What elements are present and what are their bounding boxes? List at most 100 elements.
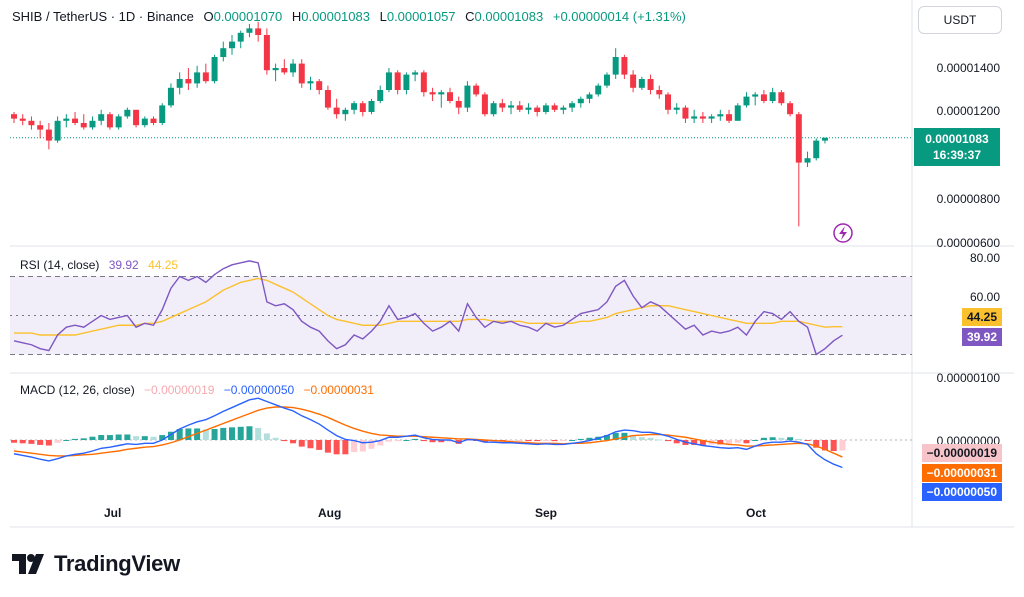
tradingview-logo-icon bbox=[12, 554, 44, 574]
candle-body bbox=[263, 35, 270, 71]
low-key: L bbox=[379, 9, 387, 24]
candle-body bbox=[499, 103, 506, 108]
candle-body bbox=[37, 125, 44, 130]
rsi-line bbox=[13, 260, 843, 356]
macd-signal-tag: −0.00000031 bbox=[921, 464, 1002, 482]
close-value: 0.00001083 bbox=[474, 9, 544, 24]
macd-histogram-bar bbox=[630, 435, 637, 440]
candle-body bbox=[124, 109, 131, 117]
candle-body bbox=[412, 72, 419, 75]
macd-histogram-bar bbox=[368, 440, 375, 449]
macd-histogram-bar bbox=[351, 440, 358, 453]
macd-histogram-bar bbox=[813, 440, 820, 448]
tradingview-logo[interactable]: TradingView bbox=[12, 551, 180, 577]
macd-histogram-bar bbox=[717, 440, 724, 445]
candle-body bbox=[324, 90, 331, 108]
macd-histogram-bar bbox=[342, 440, 349, 455]
candle-body bbox=[691, 116, 698, 119]
currency-button[interactable]: USDT bbox=[918, 6, 1002, 34]
candle-body bbox=[211, 57, 218, 82]
candle-body bbox=[115, 116, 122, 128]
macd-histogram-bar bbox=[830, 440, 837, 451]
candle-body bbox=[255, 28, 262, 35]
macd-histogram-bar bbox=[429, 440, 436, 443]
macd-histogram-bar bbox=[603, 435, 610, 440]
macd-histogram-bar bbox=[734, 440, 741, 443]
candle-body bbox=[351, 103, 358, 110]
macd-title: MACD (12, 26, close) bbox=[20, 383, 135, 397]
symbol-header: SHIB / TetherUS · 1D · Binance O0.000010… bbox=[12, 9, 686, 24]
macd-histogram-bar bbox=[307, 440, 314, 449]
candle-body bbox=[281, 68, 288, 73]
macd-histogram-bar bbox=[45, 440, 52, 446]
candle-body bbox=[385, 72, 392, 90]
candle-body bbox=[359, 103, 366, 112]
rsi-tick: 60.00 bbox=[969, 290, 1000, 304]
macd-histogram-bar bbox=[455, 440, 462, 444]
macd-hist-value: −0.00000019 bbox=[144, 383, 215, 397]
last-price-tag: 0.00001083 16:39:37 bbox=[914, 128, 1000, 166]
x-tick-jul: Jul bbox=[104, 506, 122, 520]
macd-line-value: −0.00000050 bbox=[223, 383, 295, 397]
candle-body bbox=[769, 92, 776, 101]
candle-body bbox=[420, 72, 427, 93]
macd-histogram-bar bbox=[106, 435, 113, 440]
candle-body bbox=[333, 107, 340, 115]
candle-body bbox=[220, 48, 227, 57]
candle-body bbox=[778, 92, 785, 104]
candle-body bbox=[429, 92, 436, 95]
x-tick-aug: Aug bbox=[318, 506, 342, 520]
macd-histogram-bar bbox=[394, 440, 401, 442]
macd-histogram-bar bbox=[795, 438, 802, 440]
candle-body bbox=[237, 32, 244, 42]
macd-histogram-bar bbox=[255, 427, 262, 440]
candle-body bbox=[734, 105, 741, 121]
candle-body bbox=[534, 107, 541, 112]
macd-histogram-bar bbox=[324, 440, 331, 453]
rsi-legend: RSI (14, close) 39.92 44.25 bbox=[20, 258, 178, 272]
macd-histogram-bar bbox=[159, 435, 166, 440]
candle-body bbox=[106, 114, 113, 128]
candle-body bbox=[290, 63, 297, 73]
candle-body bbox=[80, 123, 87, 128]
high-key: H bbox=[291, 9, 302, 24]
candle-body bbox=[821, 137, 828, 141]
last-price-value: 0.00001083 bbox=[925, 132, 989, 146]
candle-body bbox=[298, 63, 305, 84]
macd-histogram-bar bbox=[647, 437, 654, 440]
candle-body bbox=[508, 105, 515, 108]
candle-body bbox=[813, 140, 820, 159]
macd-histogram-bar bbox=[821, 440, 828, 451]
low-value: 0.00001057 bbox=[386, 9, 456, 24]
candle-body bbox=[194, 72, 201, 84]
macd-histogram-bar bbox=[778, 437, 785, 440]
macd-histogram-bar bbox=[246, 426, 253, 440]
candle-body bbox=[638, 79, 645, 88]
macd-histogram-bar bbox=[577, 438, 584, 440]
macd-histogram-bar bbox=[516, 440, 523, 442]
macd-histogram-bar bbox=[464, 440, 471, 441]
candle-body bbox=[150, 118, 157, 123]
candle-body bbox=[656, 90, 663, 95]
candle-body bbox=[595, 85, 602, 95]
bar-countdown: 16:39:37 bbox=[932, 148, 982, 162]
candle-body bbox=[438, 92, 445, 95]
candle-body bbox=[516, 105, 523, 110]
candle-body bbox=[795, 114, 802, 163]
candle-body bbox=[752, 94, 759, 97]
candle-body bbox=[699, 116, 706, 119]
macd-histogram-bar bbox=[569, 440, 576, 441]
macd-histogram-bar bbox=[98, 435, 105, 440]
open-key: O bbox=[203, 9, 214, 24]
macd-histogram-bar bbox=[28, 440, 35, 444]
macd-histogram-bar bbox=[621, 432, 628, 440]
candle-body bbox=[19, 118, 26, 121]
macd-histogram-bar bbox=[787, 437, 794, 440]
macd-histogram-bar bbox=[194, 428, 201, 440]
candle-body bbox=[176, 79, 183, 88]
macd-histogram-bar bbox=[508, 440, 515, 442]
macd-histogram-bar bbox=[37, 440, 44, 445]
macd-histogram-bar bbox=[760, 437, 767, 440]
macd-histogram-bar bbox=[743, 440, 750, 444]
